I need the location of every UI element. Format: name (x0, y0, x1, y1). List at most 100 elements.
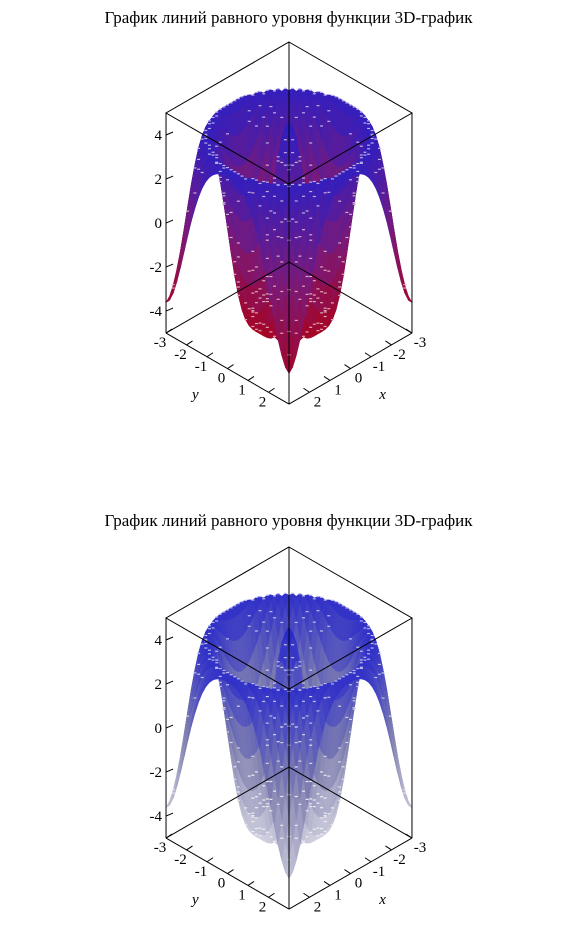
contour-segment (258, 288, 262, 290)
contour-segment (265, 695, 269, 698)
contour-segment (388, 715, 392, 717)
contour-segment (280, 116, 284, 119)
contour-segment (367, 632, 371, 635)
contour-segment (197, 652, 201, 654)
contour-segment (233, 261, 237, 263)
contour-segment (247, 120, 251, 122)
contour-segment (367, 653, 371, 655)
contour-segment (273, 790, 277, 792)
x-axis-label: x (378, 387, 386, 403)
contour-segment (204, 137, 208, 140)
contour-segment (258, 610, 262, 612)
x-tick-label: -2 (393, 852, 406, 868)
contour-segment (254, 771, 258, 773)
contour-segment (204, 638, 208, 640)
contour-segment (330, 302, 334, 304)
contour-segment (363, 116, 367, 119)
contour-segment (280, 837, 284, 839)
contour-segment (222, 167, 226, 169)
contour-segment (276, 593, 280, 595)
contour-segment (316, 793, 320, 795)
contour-segment (236, 705, 240, 707)
contour-segment (236, 242, 240, 244)
contour-segment (226, 179, 230, 181)
contour-segment (359, 662, 363, 664)
contour-segment (247, 775, 251, 777)
surface-plot-1: График линий равного уровня функции 3D-г… (0, 0, 577, 430)
contour-segment (215, 157, 219, 159)
contour-segment (320, 833, 324, 835)
contour-segment (352, 611, 356, 613)
contour-segment (320, 266, 324, 268)
contour-segment (305, 810, 309, 812)
contour-segment (309, 686, 313, 688)
contour-segment (193, 697, 197, 699)
contour-segment (370, 638, 374, 640)
contour-segment (403, 287, 407, 289)
contour-segment (327, 696, 331, 698)
contour-segment (305, 798, 309, 800)
contour-segment (323, 599, 327, 601)
contour-segment (258, 322, 262, 324)
contour-segment (254, 322, 258, 325)
contour-segment (197, 158, 201, 161)
contour-segment (330, 823, 334, 826)
contour-segment (280, 795, 284, 798)
y-tick-mark (268, 892, 275, 898)
contour-segment (348, 133, 352, 135)
contour-segment (334, 680, 338, 682)
contour-segment (222, 164, 226, 167)
contour-segment (218, 180, 222, 183)
contour-segment (265, 217, 269, 219)
contour-segment (363, 122, 367, 124)
contour-segment (294, 290, 298, 293)
contour-segment (193, 167, 197, 169)
contour-segment (312, 700, 316, 703)
contour-segment (236, 786, 240, 788)
contour-segment (218, 667, 222, 670)
x-tick-mark (323, 376, 331, 381)
x-axis-label: x (378, 892, 386, 908)
contour-segment (276, 803, 280, 805)
contour-segment (262, 195, 266, 198)
contour-segment (247, 615, 251, 617)
contour-segment (251, 178, 255, 180)
contour-segment (323, 815, 327, 817)
contour-segment (356, 646, 360, 648)
contour-segment (301, 700, 305, 702)
contour-segment (222, 707, 226, 709)
contour-segment (309, 647, 313, 649)
contour-segment (276, 298, 280, 300)
y-tick-mark (165, 328, 173, 334)
y-tick-mark (186, 845, 193, 851)
contour-segment (200, 138, 204, 140)
contour-segment (291, 183, 295, 186)
contour-segment (215, 616, 219, 618)
contour-segment (226, 638, 230, 640)
box-edge (165, 766, 290, 839)
z-tick-label: -4 (150, 809, 163, 825)
contour-segment (320, 684, 324, 686)
contour-segment (356, 108, 360, 110)
contour-segment (312, 806, 316, 808)
contour-segment (207, 144, 211, 146)
contour-segment (316, 297, 320, 299)
contour-segment (207, 127, 211, 130)
contour-segment (338, 786, 342, 788)
contour-segment (381, 697, 385, 699)
z-tick-label: 4 (155, 128, 163, 144)
contour-segment (352, 669, 356, 672)
contour-segment (276, 236, 280, 238)
contour-segment (309, 298, 313, 300)
contour-segment (283, 139, 287, 141)
contour-segment (171, 287, 175, 289)
contour-segment (341, 676, 345, 678)
contour-segment (258, 105, 262, 107)
contour-segment (254, 179, 258, 181)
contour-segment (262, 323, 266, 325)
contour-segment (280, 666, 284, 669)
contour-segment (280, 221, 284, 223)
contour-segment (233, 676, 237, 678)
